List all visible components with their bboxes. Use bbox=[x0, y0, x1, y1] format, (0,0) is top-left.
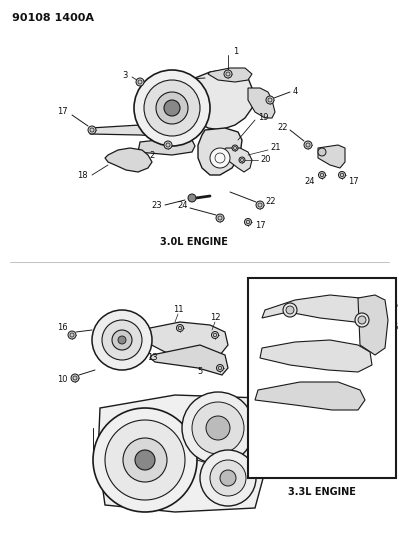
Polygon shape bbox=[140, 322, 228, 358]
Circle shape bbox=[144, 80, 200, 136]
Polygon shape bbox=[150, 345, 228, 375]
Text: 6: 6 bbox=[392, 324, 397, 333]
Text: 21: 21 bbox=[270, 143, 280, 152]
Circle shape bbox=[112, 330, 132, 350]
Circle shape bbox=[188, 194, 196, 202]
Circle shape bbox=[211, 332, 219, 338]
Circle shape bbox=[71, 374, 79, 382]
Bar bbox=[248, 278, 396, 478]
Text: 17: 17 bbox=[348, 177, 359, 187]
Text: 16: 16 bbox=[57, 324, 68, 333]
Text: 2: 2 bbox=[150, 150, 155, 159]
Text: 13: 13 bbox=[147, 353, 158, 362]
Circle shape bbox=[346, 309, 354, 316]
Circle shape bbox=[302, 302, 308, 309]
Circle shape bbox=[355, 313, 369, 327]
Text: 22: 22 bbox=[277, 124, 288, 133]
Circle shape bbox=[256, 201, 264, 209]
Polygon shape bbox=[224, 148, 252, 172]
Circle shape bbox=[200, 450, 256, 506]
Text: 3.0L ENGINE: 3.0L ENGINE bbox=[160, 237, 228, 247]
Circle shape bbox=[210, 460, 246, 496]
Circle shape bbox=[164, 100, 180, 116]
Text: 17: 17 bbox=[57, 108, 68, 117]
Text: 10: 10 bbox=[57, 376, 68, 384]
Circle shape bbox=[286, 306, 294, 314]
Circle shape bbox=[156, 92, 188, 124]
Circle shape bbox=[239, 157, 245, 163]
Text: 23: 23 bbox=[151, 200, 162, 209]
Text: 11: 11 bbox=[173, 305, 183, 314]
Text: 3.3L ENGINE: 3.3L ENGINE bbox=[288, 487, 356, 497]
Circle shape bbox=[134, 70, 210, 146]
Text: 24: 24 bbox=[178, 201, 188, 211]
Circle shape bbox=[358, 316, 366, 324]
Circle shape bbox=[182, 392, 254, 464]
Circle shape bbox=[206, 416, 230, 440]
Polygon shape bbox=[260, 340, 372, 372]
Polygon shape bbox=[198, 128, 242, 175]
Text: 9: 9 bbox=[247, 343, 252, 352]
Circle shape bbox=[210, 148, 230, 168]
Text: 9: 9 bbox=[392, 410, 397, 419]
Circle shape bbox=[338, 172, 346, 179]
Polygon shape bbox=[138, 138, 195, 155]
Text: 15: 15 bbox=[251, 416, 262, 424]
Circle shape bbox=[135, 450, 155, 470]
Text: 20: 20 bbox=[260, 156, 271, 165]
Circle shape bbox=[118, 336, 126, 344]
Circle shape bbox=[164, 141, 172, 149]
Text: 24: 24 bbox=[304, 177, 315, 187]
Circle shape bbox=[93, 408, 197, 512]
Text: 17: 17 bbox=[255, 221, 266, 230]
Text: 12: 12 bbox=[210, 313, 220, 322]
Circle shape bbox=[245, 219, 251, 225]
Circle shape bbox=[304, 141, 312, 149]
Circle shape bbox=[68, 331, 76, 339]
Circle shape bbox=[92, 310, 152, 370]
Polygon shape bbox=[262, 295, 378, 322]
Polygon shape bbox=[248, 88, 275, 118]
Circle shape bbox=[232, 145, 238, 151]
Polygon shape bbox=[208, 68, 252, 82]
Circle shape bbox=[271, 304, 279, 311]
Circle shape bbox=[220, 470, 236, 486]
Polygon shape bbox=[358, 295, 388, 355]
Circle shape bbox=[136, 78, 144, 86]
Text: 19: 19 bbox=[258, 112, 269, 122]
Circle shape bbox=[271, 351, 279, 359]
Text: 18: 18 bbox=[77, 171, 88, 180]
Text: 4: 4 bbox=[293, 86, 298, 95]
Text: 3: 3 bbox=[122, 71, 128, 80]
Circle shape bbox=[88, 126, 96, 134]
Circle shape bbox=[266, 96, 274, 104]
Polygon shape bbox=[318, 145, 345, 168]
Polygon shape bbox=[255, 382, 365, 410]
Text: 90108 1400A: 90108 1400A bbox=[12, 13, 94, 23]
Circle shape bbox=[216, 214, 224, 222]
Circle shape bbox=[283, 303, 297, 317]
Circle shape bbox=[318, 172, 326, 179]
Polygon shape bbox=[98, 395, 272, 512]
Text: 7: 7 bbox=[247, 391, 252, 400]
Circle shape bbox=[105, 420, 185, 500]
Polygon shape bbox=[90, 125, 192, 137]
Circle shape bbox=[306, 349, 314, 356]
Circle shape bbox=[217, 365, 223, 372]
Circle shape bbox=[318, 148, 326, 156]
Text: 1: 1 bbox=[233, 47, 238, 56]
Text: 22: 22 bbox=[265, 198, 275, 206]
Text: 5: 5 bbox=[198, 367, 203, 376]
Text: 8: 8 bbox=[248, 305, 253, 314]
Text: 14: 14 bbox=[257, 280, 268, 289]
Circle shape bbox=[375, 314, 381, 321]
Circle shape bbox=[192, 402, 244, 454]
Circle shape bbox=[224, 70, 232, 78]
Circle shape bbox=[176, 325, 184, 332]
Polygon shape bbox=[105, 148, 152, 172]
Polygon shape bbox=[190, 70, 255, 130]
Circle shape bbox=[123, 438, 167, 482]
Circle shape bbox=[102, 320, 142, 360]
Text: 5: 5 bbox=[392, 301, 397, 310]
